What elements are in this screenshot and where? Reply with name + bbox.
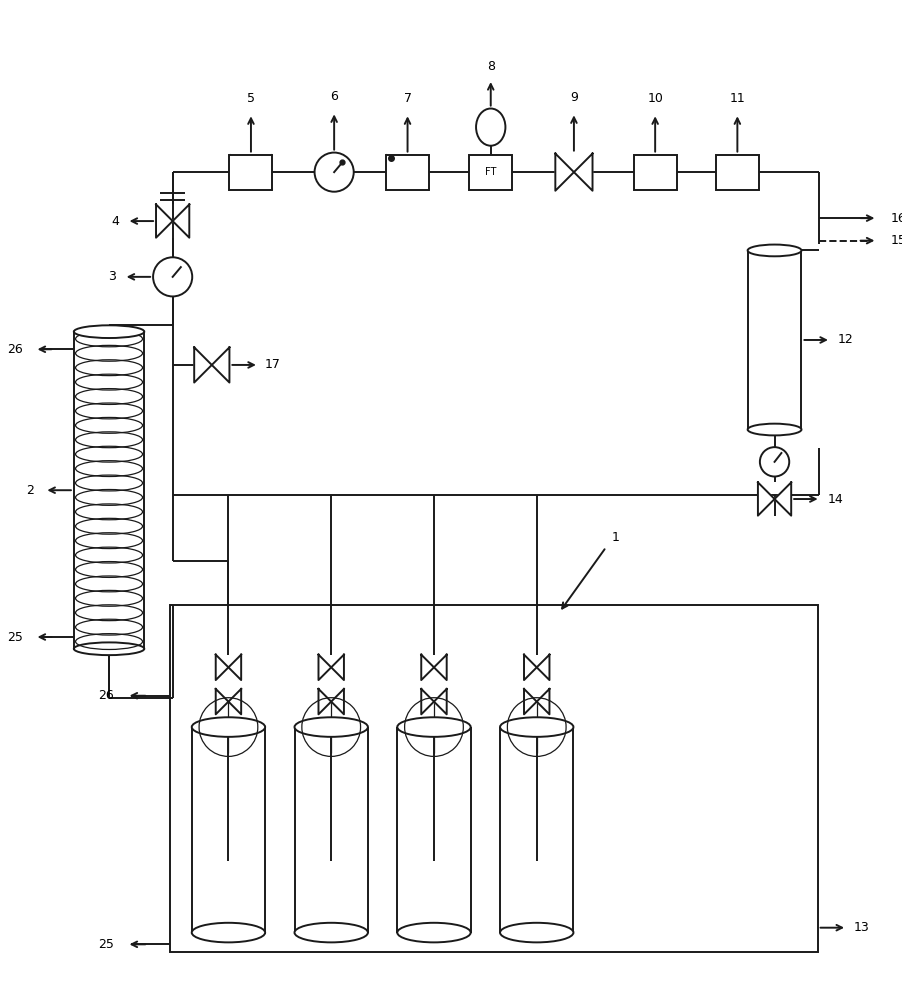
- Ellipse shape: [500, 717, 573, 737]
- Circle shape: [759, 447, 788, 477]
- Text: 15: 15: [890, 234, 902, 247]
- Text: 9: 9: [569, 91, 577, 104]
- Polygon shape: [434, 655, 446, 680]
- Bar: [229, 155, 272, 190]
- Polygon shape: [434, 689, 446, 714]
- Polygon shape: [156, 204, 172, 238]
- Polygon shape: [331, 655, 344, 680]
- Polygon shape: [172, 204, 189, 238]
- Text: 1: 1: [612, 531, 620, 544]
- Ellipse shape: [747, 424, 801, 435]
- Polygon shape: [318, 689, 331, 714]
- Ellipse shape: [747, 245, 801, 256]
- Polygon shape: [228, 689, 241, 714]
- Polygon shape: [318, 655, 331, 680]
- Polygon shape: [774, 482, 790, 516]
- Polygon shape: [536, 689, 548, 714]
- Bar: [469, 155, 511, 190]
- Polygon shape: [523, 689, 536, 714]
- Polygon shape: [194, 347, 212, 383]
- Polygon shape: [757, 482, 774, 516]
- Text: 2: 2: [26, 484, 33, 497]
- Text: 26: 26: [98, 689, 114, 702]
- Text: 3: 3: [108, 270, 115, 283]
- Text: 8: 8: [486, 60, 494, 73]
- Text: 6: 6: [330, 90, 337, 103]
- Bar: [633, 155, 676, 190]
- Polygon shape: [212, 347, 229, 383]
- Bar: [715, 155, 758, 190]
- Polygon shape: [523, 655, 536, 680]
- Text: 25: 25: [7, 631, 23, 644]
- Bar: [747, 250, 801, 430]
- Ellipse shape: [397, 923, 470, 942]
- Text: 16: 16: [890, 212, 902, 225]
- Text: 7: 7: [403, 92, 411, 105]
- Polygon shape: [574, 154, 592, 191]
- Text: 26: 26: [7, 343, 23, 356]
- Polygon shape: [555, 154, 574, 191]
- Circle shape: [153, 257, 192, 296]
- Ellipse shape: [294, 717, 367, 737]
- Text: 17: 17: [264, 358, 281, 371]
- Ellipse shape: [191, 717, 265, 737]
- Ellipse shape: [294, 923, 367, 942]
- Text: 25: 25: [98, 938, 114, 951]
- Polygon shape: [216, 689, 228, 714]
- Text: 11: 11: [729, 92, 744, 105]
- Polygon shape: [331, 689, 344, 714]
- Text: 4: 4: [111, 215, 119, 228]
- Bar: [170, 605, 816, 952]
- Circle shape: [314, 153, 354, 192]
- Ellipse shape: [397, 717, 470, 737]
- Polygon shape: [536, 655, 548, 680]
- Polygon shape: [420, 655, 434, 680]
- Ellipse shape: [500, 923, 573, 942]
- Ellipse shape: [475, 109, 505, 146]
- Polygon shape: [216, 655, 228, 680]
- Text: 14: 14: [826, 493, 842, 506]
- Ellipse shape: [191, 923, 265, 942]
- Bar: [385, 155, 428, 190]
- Text: 13: 13: [853, 921, 869, 934]
- Polygon shape: [420, 689, 434, 714]
- Ellipse shape: [74, 642, 144, 655]
- Text: 10: 10: [647, 92, 662, 105]
- Text: 12: 12: [837, 333, 852, 346]
- Polygon shape: [228, 655, 241, 680]
- Text: 5: 5: [246, 92, 254, 105]
- Text: FT: FT: [484, 167, 496, 177]
- Ellipse shape: [74, 325, 144, 338]
